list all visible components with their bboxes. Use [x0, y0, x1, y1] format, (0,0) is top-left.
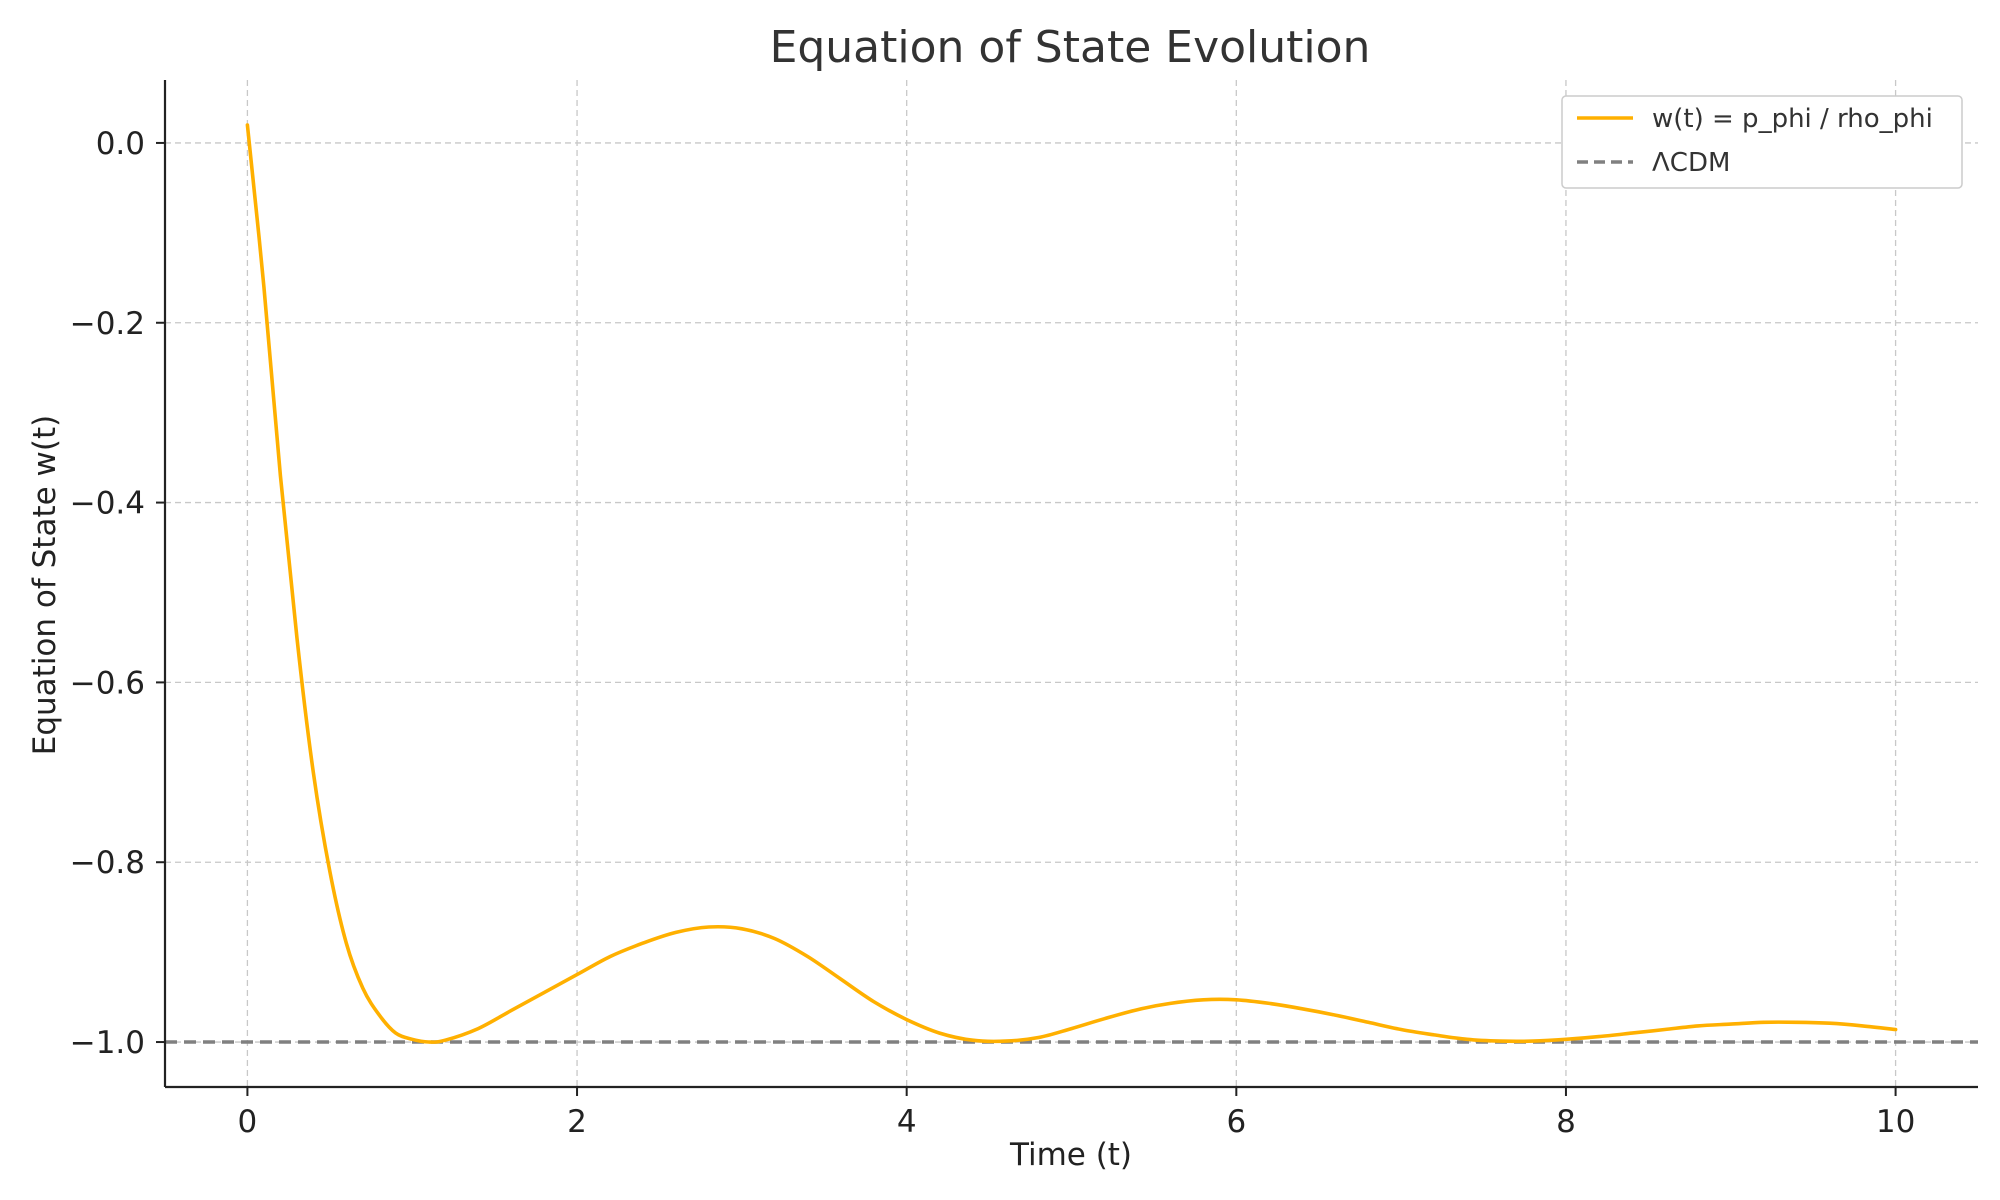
legend: w(t) = p_phi / rho_phi ΛCDM [1561, 95, 1963, 189]
y-axis-label: Equation of State w(t) [27, 415, 63, 756]
axes [163, 80, 1978, 1089]
y-tick-label: −0.8 [70, 845, 145, 881]
x-tick-label: 0 [238, 1104, 258, 1140]
ticks: 0 2 4 6 8 10 0.0 −0.2 −0.4 −0.6 −0.8 −1.0 [70, 126, 1916, 1140]
x-tick-label: 10 [1876, 1104, 1915, 1140]
x-tick-label: 6 [1226, 1104, 1246, 1140]
legend-box [1561, 95, 1963, 189]
series-line-w [245, 123, 1898, 1044]
legend-label-lcdm: ΛCDM [1652, 148, 1730, 178]
y-tick-label: −0.2 [70, 306, 145, 342]
y-tick-label: −0.4 [70, 486, 145, 522]
chart-title: Equation of State Evolution [770, 22, 1371, 73]
grid [165, 80, 1978, 1087]
y-tick-label: −1.0 [70, 1025, 145, 1061]
plot-area [165, 123, 1978, 1044]
y-tick-label: 0.0 [96, 126, 145, 162]
x-axis-label: Time (t) [1009, 1137, 1132, 1173]
x-tick-label: 8 [1556, 1104, 1576, 1140]
x-tick-label: 4 [897, 1104, 917, 1140]
y-tick-label: −0.6 [70, 665, 145, 701]
x-tick-label: 2 [567, 1104, 587, 1140]
legend-label-w: w(t) = p_phi / rho_phi [1652, 104, 1933, 134]
